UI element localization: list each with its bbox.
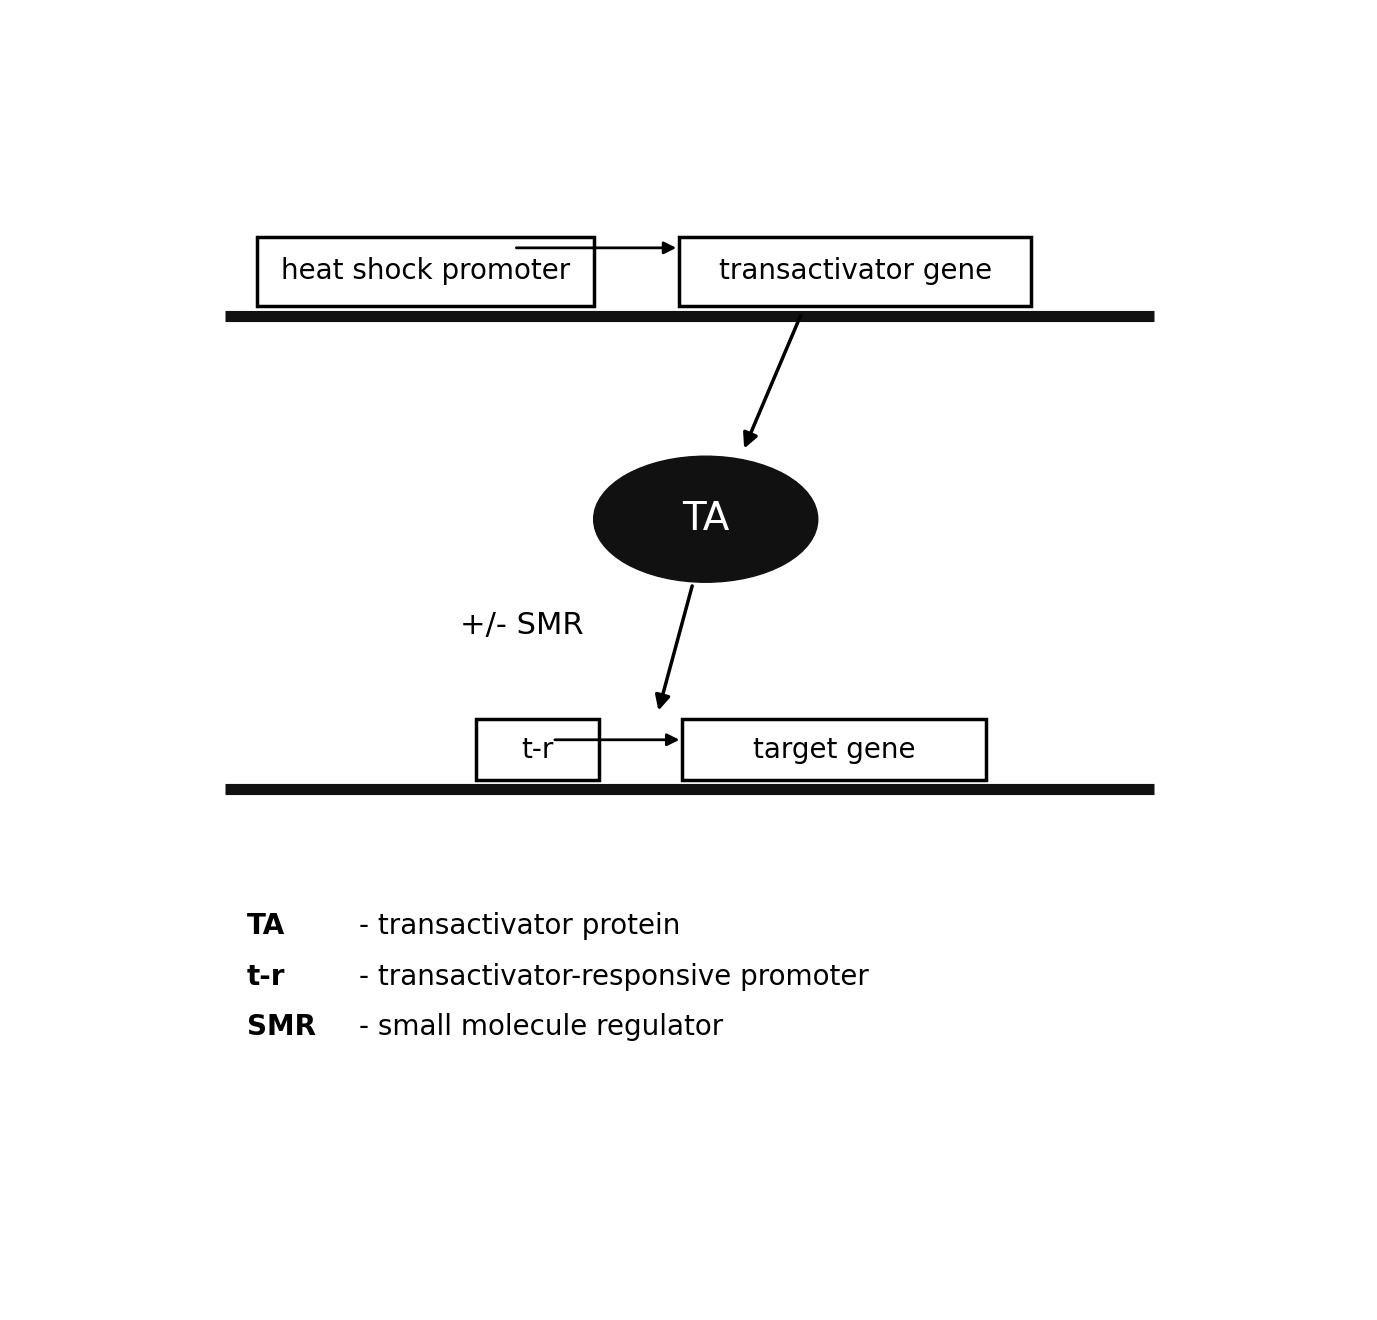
Text: TA: TA [682, 500, 730, 539]
Ellipse shape [593, 457, 818, 582]
Bar [257, 236, 593, 306]
Text: heat shock promoter: heat shock promoter [281, 257, 570, 285]
Bar [679, 236, 1031, 306]
Text: - transactivator-responsive promoter: - transactivator-responsive promoter [359, 962, 869, 990]
Text: t-r: t-r [246, 962, 285, 990]
Text: target gene: target gene [753, 737, 916, 764]
Text: - small molecule regulator: - small molecule regulator [359, 1014, 723, 1041]
Text: t-r: t-r [522, 737, 554, 764]
Text: +/- SMR: +/- SMR [460, 611, 584, 640]
Text: TA: TA [246, 912, 285, 940]
Bar [682, 719, 986, 780]
Bar [476, 719, 599, 780]
Text: transactivator gene: transactivator gene [719, 257, 991, 285]
Text: SMR: SMR [246, 1014, 315, 1041]
Text: - transactivator protein: - transactivator protein [359, 912, 680, 940]
